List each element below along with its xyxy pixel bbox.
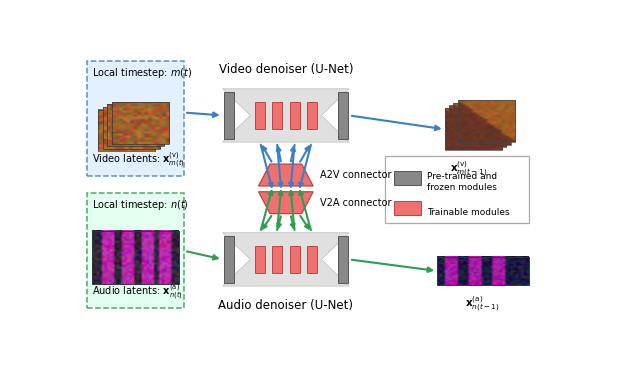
Polygon shape — [223, 89, 349, 142]
Bar — [385, 156, 529, 223]
Text: $\mathbf{x}^{(\mathrm{a})}_{n(t-1)}$: $\mathbf{x}^{(\mathrm{a})}_{n(t-1)}$ — [465, 295, 500, 314]
Bar — [394, 171, 421, 185]
Bar — [255, 246, 265, 273]
Bar — [394, 202, 421, 215]
Bar — [307, 246, 317, 273]
Bar — [437, 257, 529, 285]
Bar — [338, 92, 348, 139]
Bar — [92, 231, 179, 284]
Bar — [307, 102, 317, 129]
Bar — [272, 102, 282, 129]
Text: Video denoiser (U-Net): Video denoiser (U-Net) — [219, 63, 353, 76]
Bar — [88, 61, 184, 176]
Bar — [99, 110, 156, 151]
Bar — [112, 102, 169, 144]
Text: Audio denoiser (U-Net): Audio denoiser (U-Net) — [218, 299, 353, 312]
Text: Audio latents: $\mathbf{x}^{(\mathrm{a})}_{n(t)}$: Audio latents: $\mathbf{x}^{(\mathrm{a})… — [92, 283, 183, 302]
Bar — [449, 105, 506, 147]
Text: $\mathbf{x}^{(\mathrm{v})}_{m(t-1)}$: $\mathbf{x}^{(\mathrm{v})}_{m(t-1)}$ — [450, 159, 487, 179]
Polygon shape — [259, 192, 313, 214]
Bar — [338, 236, 348, 283]
Text: Local timestep: $m(t)$: Local timestep: $m(t)$ — [92, 66, 193, 80]
Text: Video latents: $\mathbf{x}^{(\mathrm{v})}_{m(t)}$: Video latents: $\mathbf{x}^{(\mathrm{v})… — [92, 150, 186, 169]
Text: A2V connector: A2V connector — [319, 170, 391, 180]
Bar — [224, 92, 234, 139]
Bar — [454, 103, 511, 145]
Polygon shape — [259, 164, 313, 186]
Bar — [108, 104, 164, 146]
Bar — [88, 193, 184, 309]
Text: V2A connector: V2A connector — [319, 198, 391, 208]
Bar — [272, 246, 282, 273]
Bar — [458, 101, 515, 142]
Bar — [290, 246, 300, 273]
Polygon shape — [223, 233, 349, 286]
Bar — [255, 102, 265, 129]
Bar — [103, 107, 160, 149]
Text: Pre-trained and
frozen modules: Pre-trained and frozen modules — [428, 172, 497, 192]
Bar — [290, 102, 300, 129]
Text: Trainable modules: Trainable modules — [428, 208, 510, 217]
Bar — [445, 108, 502, 150]
Text: Local timestep: $n(t)$: Local timestep: $n(t)$ — [92, 198, 189, 212]
Bar — [224, 236, 234, 283]
